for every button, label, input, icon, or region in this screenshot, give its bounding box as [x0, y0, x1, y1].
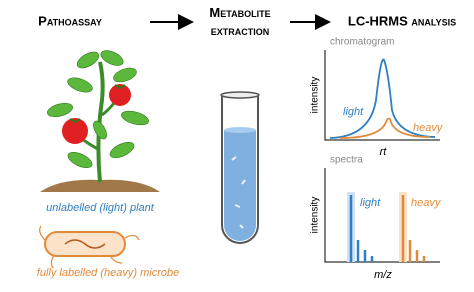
light-label: light [343, 106, 364, 118]
step-label: LC-HRMS analysis [348, 13, 456, 28]
microbe-label: fully labelled (heavy) microbe [37, 267, 179, 279]
panel-title: chromatogram [330, 37, 394, 48]
axes [324, 50, 440, 141]
light-label: light [360, 197, 381, 209]
light-peak [329, 58, 436, 139]
heavy-label: heavy [411, 197, 442, 209]
y-label: intensity [310, 77, 321, 114]
panel-title: spectra [330, 155, 363, 166]
x-label: rt [380, 146, 388, 158]
axes [324, 168, 440, 263]
heavy-label: heavy [413, 122, 444, 134]
tube [220, 91, 260, 244]
plant-label: unlabelled (light) plant [46, 202, 155, 214]
step-label: Pathoassay [38, 13, 102, 28]
step-box: Metabolite extraction [209, 5, 271, 38]
plant [40, 50, 160, 192]
x-label: m/z [374, 269, 392, 281]
step-label: Metabolite extraction [209, 5, 271, 38]
heavy-peaks [401, 195, 426, 262]
microbe [39, 225, 140, 269]
light-peaks [349, 195, 374, 262]
y-label: intensity [310, 197, 321, 234]
heavy-peak [339, 117, 431, 139]
